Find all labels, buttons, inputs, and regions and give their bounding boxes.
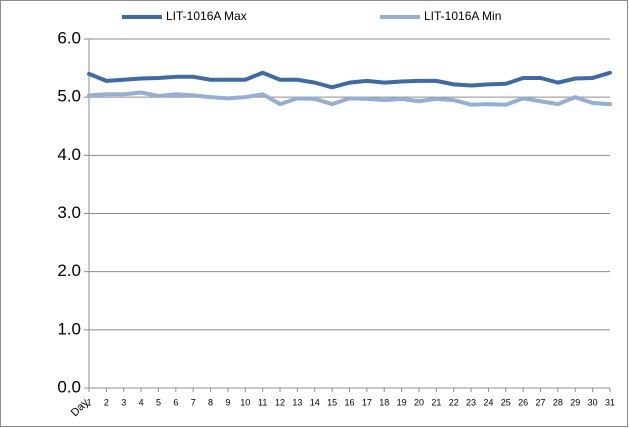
x-tick-label: 23 — [466, 397, 476, 407]
y-tick-label: 4.0 — [57, 145, 81, 164]
x-tick-label: 3 — [121, 397, 126, 407]
x-tick-label: 27 — [536, 397, 546, 407]
x-tick-label: 28 — [553, 397, 563, 407]
x-tick-label: 14 — [310, 397, 320, 407]
x-tick-label: 17 — [362, 397, 372, 407]
x-tick-label: 19 — [397, 397, 407, 407]
x-tick-label: 13 — [292, 397, 302, 407]
x-tick-label: 24 — [483, 397, 493, 407]
x-tick-label: 7 — [191, 397, 196, 407]
x-tick-label: 25 — [501, 397, 511, 407]
y-tick-label: 1.0 — [57, 319, 81, 338]
line-series — [87, 90, 612, 107]
legend-label: LIT-1016A Min — [424, 9, 501, 23]
x-tick-label: 11 — [258, 397, 267, 407]
x-tick-label: 8 — [208, 397, 213, 407]
x-tick-label: 22 — [449, 397, 459, 407]
x-tick-label: 21 — [431, 397, 441, 407]
y-tick-label: 5.0 — [57, 87, 81, 106]
legend-label: LIT-1016A Max — [166, 9, 247, 23]
x-tick-label: 18 — [379, 397, 389, 407]
y-tick-label: 6.0 — [57, 28, 81, 47]
x-tick-label: 20 — [414, 397, 424, 407]
x-tick-label: 15 — [327, 397, 337, 407]
x-tick-label: 6 — [173, 397, 178, 407]
y-tick-label: 0.0 — [57, 377, 81, 396]
x-tick-label: 5 — [156, 397, 161, 407]
x-tick-label: 10 — [240, 397, 250, 407]
x-tick-label: 4 — [139, 397, 144, 407]
x-tick-label: 30 — [588, 397, 598, 407]
line-series — [87, 70, 612, 90]
y-tick-label: 2.0 — [57, 261, 81, 280]
x-tick-label: 29 — [570, 397, 580, 407]
x-tick-label: 2 — [104, 397, 109, 407]
y-tick-label: 3.0 — [57, 203, 81, 222]
x-tick-label: 12 — [275, 397, 285, 407]
x-tick-label: 16 — [344, 397, 354, 407]
x-tick-label: 26 — [518, 397, 528, 407]
x-tick-label: 1 — [86, 397, 91, 407]
x-tick-label: 31 — [605, 397, 615, 407]
x-tick-label: 9 — [225, 397, 230, 407]
